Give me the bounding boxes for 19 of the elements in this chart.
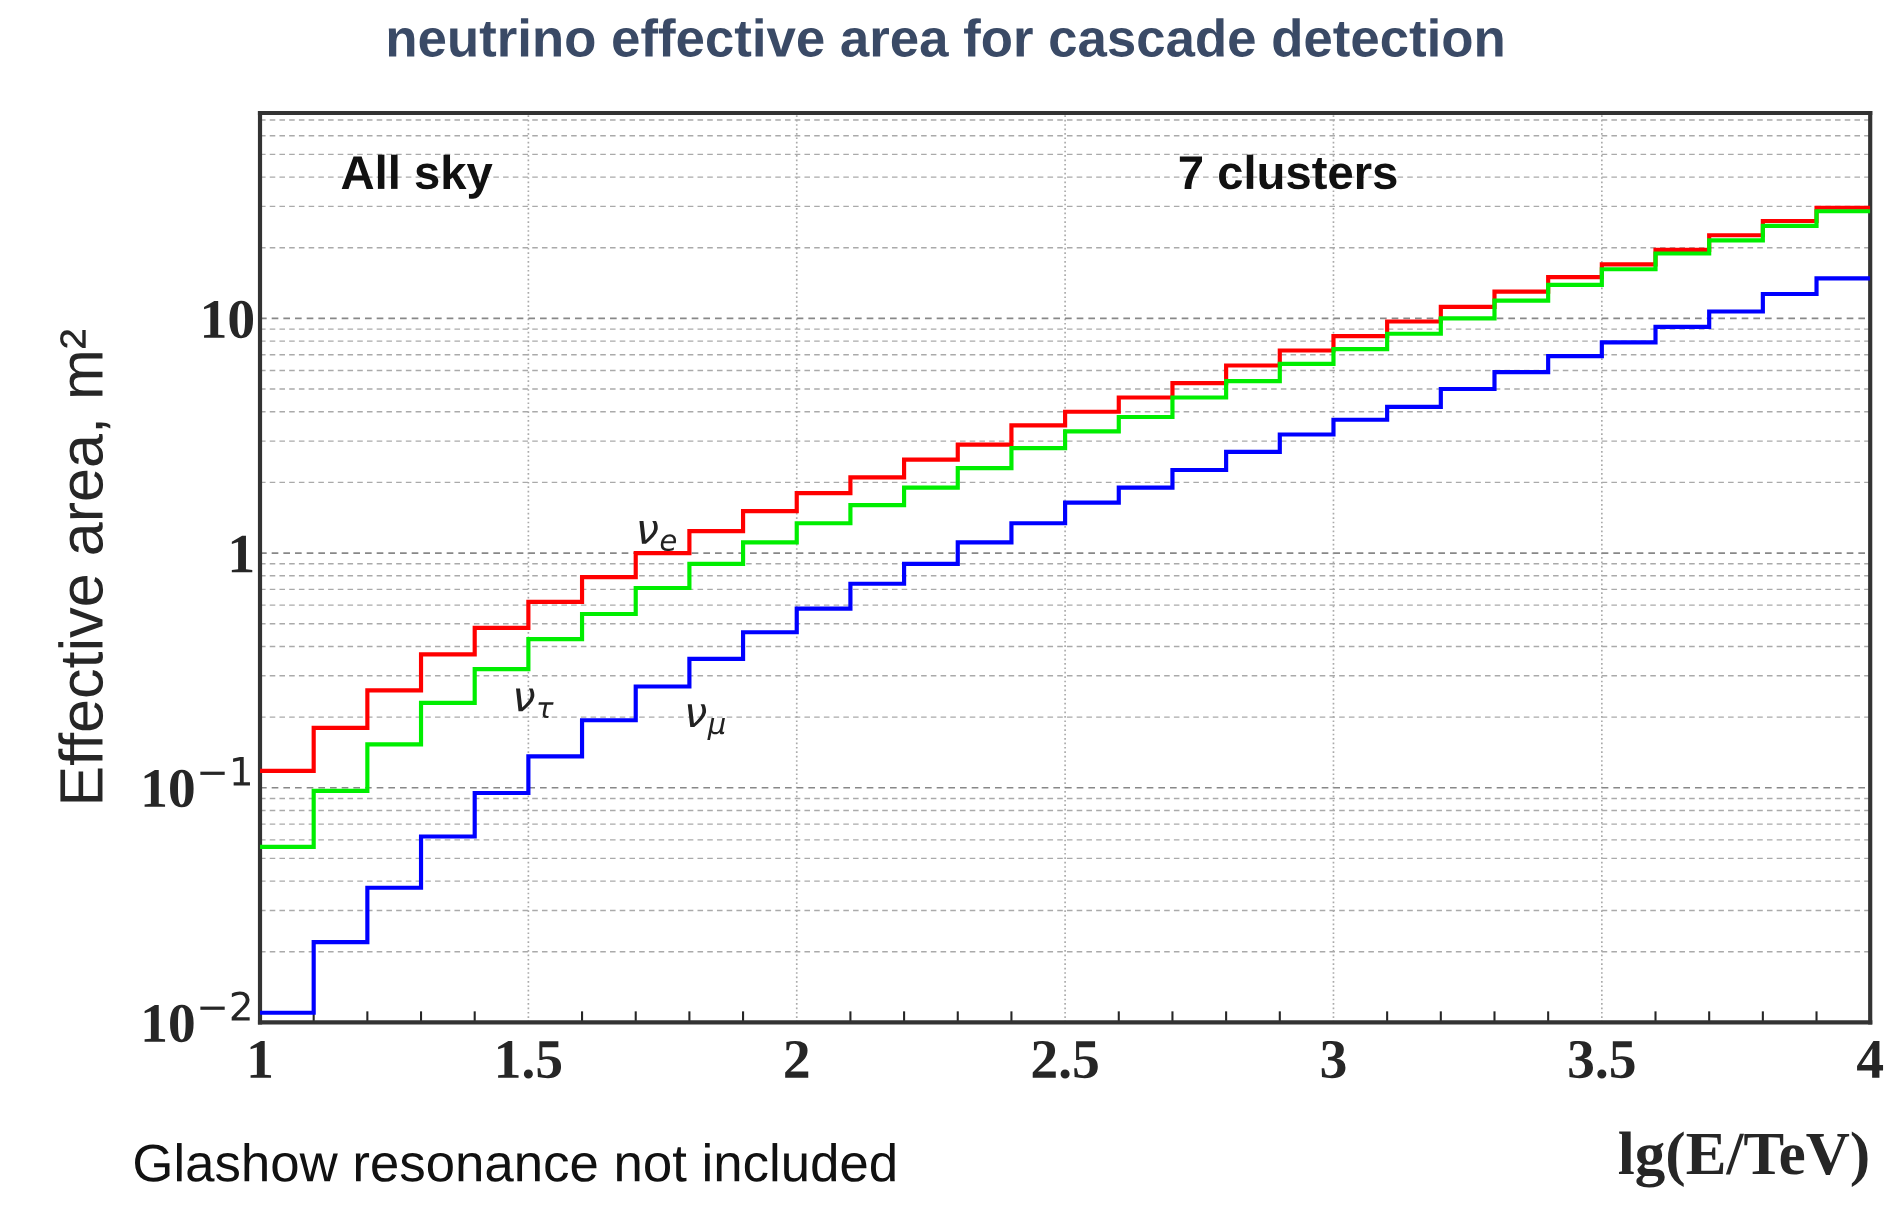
x-tick-label: 4 bbox=[1857, 1041, 1884, 1078]
y-tick-label: 10 bbox=[204, 300, 254, 339]
x-tick-label: 2.5 bbox=[1032, 1040, 1098, 1079]
x-tick-label: 1.5 bbox=[498, 1040, 562, 1079]
y-tick-label: 10$^{−2}$ bbox=[144, 991, 250, 1043]
x-axis-title: lg(E/TeV) bbox=[1618, 1131, 1868, 1188]
series-label: ν$_{e}$ bbox=[639, 521, 677, 552]
y-axis-title: Effective area, m² bbox=[58, 329, 111, 802]
y-tick-label: 10$^{−1}$ bbox=[144, 757, 250, 808]
x-tick-label: 2 bbox=[785, 1040, 809, 1078]
series-label: ν$_{τ}$ bbox=[516, 688, 554, 719]
annotation: All sky bbox=[341, 154, 493, 199]
chart-title: neutrino effective area for cascade detection bbox=[388, 18, 1503, 57]
text: Glashow resonance not included bbox=[135, 1143, 895, 1182]
x-tick-label: 3 bbox=[1321, 1040, 1346, 1079]
y-tick-label: 1 bbox=[231, 535, 253, 573]
x-tick-label: 3.5 bbox=[1569, 1040, 1635, 1079]
annotation: 7 clusters bbox=[1179, 154, 1397, 190]
series-label: ν$_{μ}$ bbox=[687, 704, 725, 741]
